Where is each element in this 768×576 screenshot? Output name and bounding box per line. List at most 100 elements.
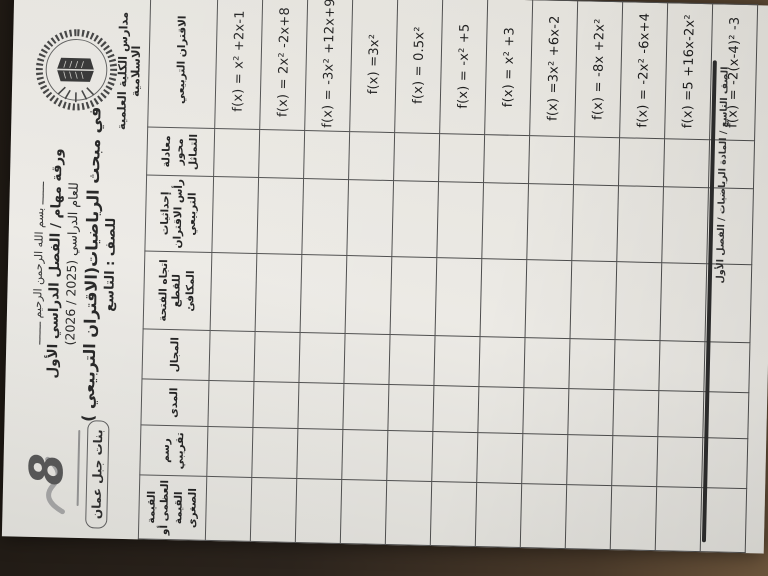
empty-answer-cell [525, 259, 572, 339]
empty-answer-cell [610, 485, 657, 551]
column-header-0: الاقتران التربيعي [147, 0, 218, 129]
worksheet-header: مدارس الكلية العلمية الاسلامية ـــــــ ب… [2, 0, 150, 539]
empty-answer-cell [618, 137, 665, 187]
empty-answer-cell [573, 136, 620, 186]
function-cell: f(x) = -8x +2x² [574, 0, 623, 138]
function-cell: f(x) = -3x² +12x+9 [304, 0, 353, 132]
anniversary-8-logo-icon: 8 [19, 419, 76, 515]
empty-answer-cell [520, 483, 567, 549]
empty-answer-cell [296, 428, 343, 480]
empty-answer-cell [252, 381, 299, 429]
function-cell: f(x) = x² +3 [484, 0, 533, 136]
empty-answer-cell [475, 482, 522, 548]
empty-answer-cell [251, 427, 298, 479]
header-row: الاقتران التربيعي معادلة محور التماثل إحدا… [138, 0, 218, 541]
empty-answer-cell [388, 334, 436, 386]
empty-answer-cell [571, 184, 619, 262]
empty-answer-cell [658, 340, 705, 392]
empty-answer-cell [613, 339, 660, 391]
empty-answer-cell [435, 257, 482, 337]
function-cell: f(x) = 0.5x² [394, 0, 443, 134]
worksheet-paper: مدارس الكلية العلمية الاسلامية ـــــــ ب… [1, 0, 768, 554]
empty-answer-cell [568, 338, 616, 390]
empty-answer-cell [567, 388, 614, 436]
empty-answer-cell [298, 332, 346, 384]
empty-answer-cell [300, 254, 347, 334]
empty-answer-cell [663, 138, 710, 188]
empty-answer-cell [477, 386, 524, 434]
empty-answer-cell [386, 430, 433, 482]
empty-answer-cell [393, 132, 440, 182]
function-cell: f(x) = 2x² -2x+8 [259, 0, 308, 131]
empty-answer-cell [656, 436, 703, 488]
empty-answer-cell [295, 478, 342, 544]
empty-answer-cell [206, 426, 253, 478]
function-cell: f(x) =5 +16x-2x² [664, 2, 713, 140]
empty-answer-cell [390, 256, 437, 336]
empty-answer-cell [391, 180, 439, 258]
empty-answer-cell [348, 131, 395, 181]
empty-answer-cell [478, 336, 526, 388]
empty-answer-cell [483, 134, 530, 184]
column-header-4: المجال [141, 328, 211, 381]
column-header-6: رسم تقريبي [139, 424, 208, 477]
empty-answer-cell [345, 255, 392, 335]
empty-answer-cell [208, 330, 256, 382]
empty-answer-cell [438, 133, 485, 183]
empty-answer-cell [655, 486, 702, 552]
empty-answer-cell [476, 432, 523, 484]
empty-answer-cell [253, 331, 301, 383]
empty-answer-cell [258, 129, 305, 179]
branch-logo-block: 8 بنات جبل عمان [19, 419, 110, 529]
empty-answer-cell [343, 333, 391, 385]
empty-answer-cell [340, 479, 387, 545]
empty-answer-cell [341, 429, 388, 481]
empty-answer-cell [346, 179, 394, 257]
empty-answer-cell [213, 128, 260, 178]
empty-answer-cell [526, 183, 574, 261]
empty-answer-cell [612, 389, 659, 437]
empty-answer-cell [297, 382, 344, 430]
empty-answer-cell [303, 130, 350, 180]
empty-answer-cell [615, 261, 662, 341]
empty-answer-cell [250, 477, 297, 543]
function-cell: f(x) = x² +2x-1 [214, 0, 263, 130]
empty-answer-cell [611, 435, 658, 487]
empty-answer-cell [523, 337, 571, 389]
table-body: f(x) = x² +2x-1 f(x) = 2x² -2x+8 f(x) = -3… [205, 0, 758, 553]
empty-answer-cell [433, 335, 481, 387]
function-cell: f(x) = -x² +5 [439, 0, 488, 135]
empty-answer-cell [528, 135, 575, 185]
logo-number: 8 [19, 452, 74, 486]
function-cell: f(x) =3x² [349, 0, 398, 133]
logo-caption-rule [76, 429, 81, 507]
empty-answer-cell [480, 258, 527, 338]
empty-answer-cell [205, 476, 252, 542]
empty-answer-cell [385, 480, 432, 546]
function-cell: f(x) =3x² +6x-2 [529, 0, 578, 137]
column-header-3: اتجاه الفتحة للقطع المكافئ [143, 250, 212, 331]
empty-answer-cell [436, 181, 484, 259]
empty-answer-cell [430, 481, 477, 547]
empty-answer-cell [570, 260, 617, 340]
branch-badge: بنات جبل عمان [85, 420, 110, 529]
title-block: ـــــــ بسم الله الرحمن الرحيم ـــــــ و… [28, 98, 121, 430]
empty-answer-cell [616, 185, 664, 263]
empty-answer-cell [256, 177, 304, 255]
empty-answer-cell [565, 484, 612, 550]
table-header-row: الاقتران التربيعي معادلة محور التماثل إحدا… [138, 0, 218, 541]
school-emblem-icon [31, 25, 121, 115]
empty-answer-cell [210, 252, 257, 332]
function-cell: f(x) = -2x² -6x+4 [619, 1, 668, 139]
worksheet-table: الاقتران التربيعي معادلة محور التماثل إحدا… [138, 0, 758, 553]
empty-answer-cell [659, 262, 707, 342]
empty-answer-cell [657, 390, 704, 438]
empty-answer-cell [211, 176, 259, 254]
empty-answer-cell [432, 385, 479, 433]
column-header-2: إحداثيات رأس الاقتران التربيعي [144, 174, 214, 253]
empty-answer-cell [661, 186, 709, 264]
empty-answer-cell [301, 178, 349, 256]
empty-answer-cell [481, 182, 529, 260]
empty-answer-cell [255, 253, 302, 333]
